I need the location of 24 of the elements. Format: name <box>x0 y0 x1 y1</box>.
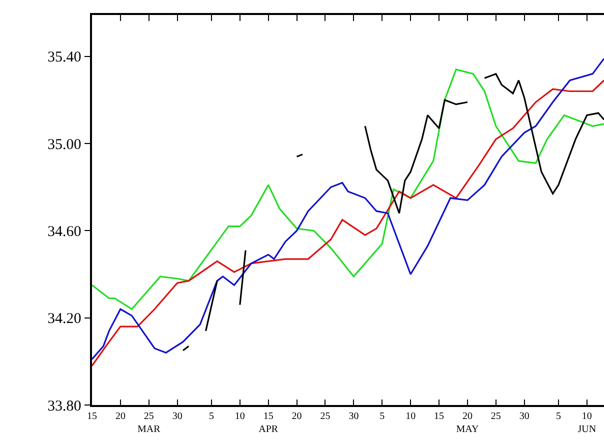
y-tick-label: 35.00 <box>48 136 82 153</box>
x-tick-label: 25 <box>490 410 501 422</box>
line-series <box>92 68 604 310</box>
y-tick-label: 33.80 <box>48 398 82 414</box>
x-tick-label: 20 <box>292 410 302 422</box>
x-tick-label: 20 <box>115 410 126 422</box>
x-tick-label: 5 <box>556 410 561 422</box>
x-tick-label: 5 <box>208 410 214 422</box>
x-tick-label: 30 <box>172 410 182 422</box>
x-tick-label: 20 MAY <box>456 410 479 435</box>
x-tick-label: 30 <box>519 410 530 422</box>
x-tick-label: 5 <box>380 410 385 422</box>
y-tick-label: 35.40 <box>48 50 82 66</box>
y-tick-label: 34.60 <box>48 224 82 240</box>
x-tick-label: 10 JUN <box>578 410 596 435</box>
x-tick-label: 25 <box>320 410 330 422</box>
x-tick-label: 15 APR <box>258 410 278 435</box>
x-tick-label: 15 <box>434 410 444 422</box>
x-tick-label: 15 <box>87 410 97 422</box>
x-tick-label: 30 <box>348 410 359 422</box>
x-tick-label: 25 MAR <box>137 410 161 435</box>
y-tick-label: 34.20 <box>48 311 82 328</box>
x-tick-label: 10 <box>406 410 416 422</box>
x-tick-label: 10 <box>234 410 245 422</box>
